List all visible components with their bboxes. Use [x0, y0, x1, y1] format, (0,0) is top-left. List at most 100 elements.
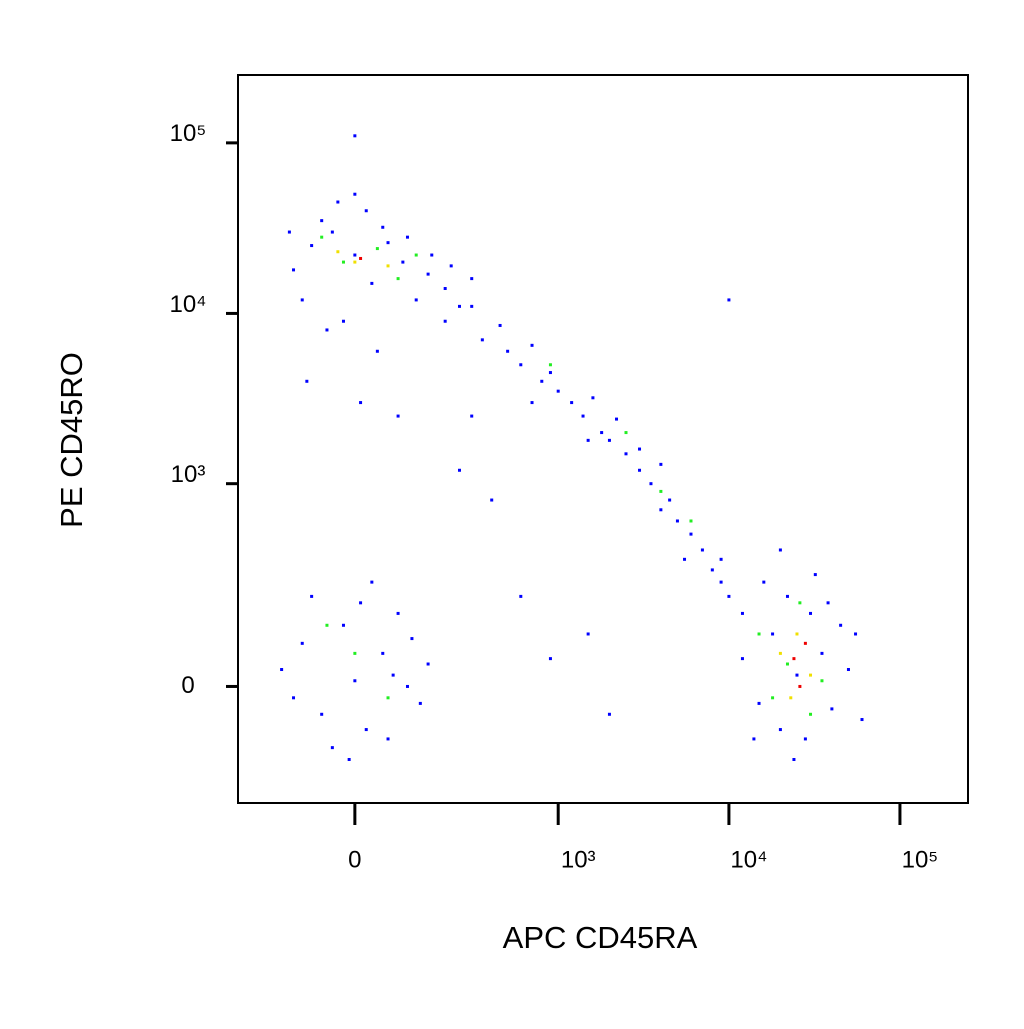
- point: [530, 343, 534, 347]
- point: [410, 637, 414, 641]
- point: [659, 462, 663, 466]
- point: [336, 250, 340, 254]
- point: [659, 489, 663, 493]
- x-axis-title: APC CD45RA: [503, 920, 698, 955]
- point: [719, 580, 723, 584]
- point: [792, 758, 796, 762]
- point: [430, 253, 434, 257]
- point: [426, 272, 430, 276]
- point: [860, 718, 864, 722]
- point: [803, 737, 807, 741]
- point: [689, 519, 693, 523]
- point: [820, 651, 824, 655]
- point: [300, 298, 304, 302]
- points: [280, 134, 864, 762]
- point: [353, 651, 357, 655]
- point: [798, 684, 802, 688]
- point: [405, 684, 409, 688]
- point: [300, 641, 304, 645]
- x-tick-label: 10⁵: [902, 846, 939, 873]
- point: [689, 532, 693, 536]
- point: [789, 696, 793, 700]
- point: [785, 662, 789, 666]
- point: [341, 319, 345, 323]
- y-axis-title: PE CD45RO: [54, 352, 89, 528]
- point: [353, 679, 357, 683]
- point: [386, 696, 390, 700]
- point: [341, 260, 345, 264]
- point: [470, 414, 474, 418]
- point: [320, 235, 324, 239]
- point: [396, 611, 400, 615]
- point: [280, 668, 284, 672]
- x-tick-label: 10³: [561, 846, 596, 873]
- point: [480, 338, 484, 342]
- point: [336, 200, 340, 204]
- point: [809, 712, 813, 716]
- point: [506, 349, 510, 353]
- point: [727, 594, 731, 598]
- point: [396, 277, 400, 281]
- point: [854, 632, 858, 636]
- point: [359, 256, 363, 260]
- point: [325, 623, 329, 627]
- point: [809, 611, 813, 615]
- point: [330, 746, 334, 750]
- y-tick-label: 10⁵: [170, 120, 207, 147]
- point: [375, 349, 379, 353]
- point: [375, 247, 379, 251]
- point: [470, 304, 474, 308]
- point: [740, 657, 744, 661]
- point: [353, 192, 357, 196]
- point: [795, 632, 799, 636]
- point: [359, 401, 363, 405]
- point: [414, 298, 418, 302]
- point: [826, 601, 830, 605]
- point: [570, 401, 574, 405]
- point: [615, 417, 619, 421]
- point: [778, 548, 782, 552]
- point: [386, 241, 390, 245]
- point: [325, 328, 329, 332]
- point: [341, 623, 345, 627]
- point: [498, 323, 502, 327]
- x-tick-label: 0: [348, 846, 361, 873]
- point: [470, 277, 474, 281]
- point: [287, 230, 291, 234]
- point: [757, 632, 761, 636]
- point: [757, 701, 761, 705]
- point: [607, 438, 611, 442]
- point: [443, 287, 447, 291]
- point: [449, 264, 453, 268]
- y-tick-label: 10³: [171, 461, 206, 488]
- point: [659, 508, 663, 512]
- point: [548, 363, 552, 367]
- point: [386, 737, 390, 741]
- point: [778, 728, 782, 732]
- point: [401, 260, 405, 264]
- y-tick-label: 0: [181, 672, 194, 699]
- point: [846, 668, 850, 672]
- point: [839, 623, 843, 627]
- point: [624, 431, 628, 435]
- point: [809, 673, 813, 677]
- point: [457, 304, 461, 308]
- point: [370, 580, 374, 584]
- point: [830, 707, 834, 711]
- point: [391, 673, 395, 677]
- point: [778, 651, 782, 655]
- point: [607, 712, 611, 716]
- point: [364, 209, 368, 213]
- point: [700, 548, 704, 552]
- point: [771, 696, 775, 700]
- point: [586, 438, 590, 442]
- point: [581, 414, 585, 418]
- point: [727, 298, 731, 302]
- point: [740, 611, 744, 615]
- point: [540, 379, 544, 383]
- point: [292, 696, 296, 700]
- point: [457, 468, 461, 472]
- point: [359, 601, 363, 605]
- point: [320, 219, 324, 223]
